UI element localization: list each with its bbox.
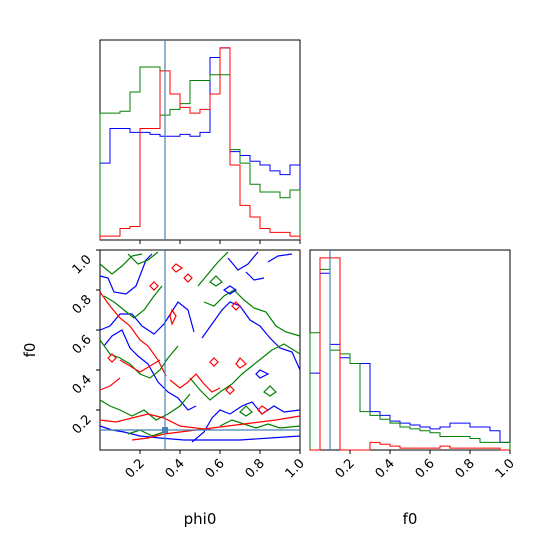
contour-2-0 <box>99 291 167 377</box>
contour-1-0 <box>99 253 143 275</box>
contour-1-8 <box>219 419 301 429</box>
truth-markers <box>100 40 331 450</box>
phi0-hist-series-0 <box>99 47 301 240</box>
f0-x-tick-label: 0.4 <box>373 456 398 481</box>
contour-1-4 <box>197 251 229 287</box>
contour-0-6 <box>245 271 265 281</box>
contour-loop-2 <box>169 308 177 326</box>
axis-ticks: 0.2 0.2 0.4 0.4 0.6 0.6 0.8 0.8 1.0 1.0 0.2 0.4 0.6 0… <box>70 240 518 481</box>
x-axis-label-f0: f0 <box>403 510 418 528</box>
joint-x-tick-label: 0.8 <box>243 456 268 481</box>
joint-x-tick-label: 0.4 <box>163 456 188 481</box>
joint-y-tick-label: 0.6 <box>70 332 95 357</box>
contour-loop-7 <box>257 405 270 415</box>
panel-phi0-marginal-frame <box>99 39 301 241</box>
f0-x-tick-label: 0.2 <box>333 456 358 481</box>
contour-loop-4 <box>209 357 219 367</box>
f0-x-tick-label: 1.0 <box>493 456 518 481</box>
x-axis-label-phi0: phi0 <box>184 510 217 528</box>
contour-loop-0 <box>171 263 184 273</box>
contour-2-2 <box>169 373 221 393</box>
joint-y-tick-label: 0.4 <box>70 372 95 397</box>
contour-0-8 <box>99 425 301 441</box>
contour-1-6 <box>189 343 301 401</box>
contour-1-7 <box>99 393 191 421</box>
joint-y-tick-label: 0.2 <box>70 412 95 437</box>
phi0-histograms <box>99 47 301 240</box>
contour-2-4 <box>99 413 213 431</box>
contour-2-5 <box>131 415 301 441</box>
contour-1-9 <box>127 429 165 437</box>
contour-0-2 <box>103 329 197 411</box>
contour-loop-13 <box>209 275 223 287</box>
contour-loop-10 <box>255 369 270 379</box>
joint-x-tick-label: 0.6 <box>203 456 228 481</box>
f0-x-tick-label: 0.6 <box>413 456 438 481</box>
contour-loop-12 <box>239 405 253 417</box>
contour-2-3 <box>99 377 121 391</box>
f0-hist-series-2 <box>310 257 510 451</box>
contour-2-1 <box>119 359 161 373</box>
contour-0-5 <box>267 253 293 263</box>
truth-point <box>162 427 168 433</box>
contour-0-1 <box>99 301 195 335</box>
contour-loop-5 <box>235 357 247 369</box>
contour-1-1 <box>103 285 163 319</box>
contour-0-0 <box>99 253 153 295</box>
contour-1-5 <box>203 289 301 337</box>
joint-x-tick-label: 0.2 <box>123 456 148 481</box>
contour-loop-6 <box>225 385 235 395</box>
contour-0-4 <box>227 251 259 271</box>
f0-histograms <box>309 257 511 451</box>
phi0-hist-series-1 <box>99 66 301 240</box>
panel-joint-frame <box>99 249 301 451</box>
phi0-hist-series-2 <box>99 47 301 240</box>
y-axis-label-f0: f0 <box>21 343 39 358</box>
contour-loop-8 <box>107 353 117 363</box>
f0-x-tick-label: 0.8 <box>453 456 478 481</box>
contour-loop-14 <box>263 385 277 397</box>
contour-loop-1 <box>183 273 193 283</box>
contour-1-2 <box>99 339 179 379</box>
joint-y-tick-label: 0.8 <box>70 292 95 317</box>
joint-y-tick-label: 1.0 <box>70 252 95 277</box>
contour-0-7 <box>191 401 301 443</box>
contour-loop-3 <box>231 301 241 311</box>
contour-0-3 <box>201 301 301 371</box>
joint-contours <box>99 251 301 443</box>
joint-x-tick-label: 1.0 <box>283 456 308 481</box>
contour-loop-11 <box>222 285 238 295</box>
contour-loop-9 <box>149 281 159 291</box>
contour-1-3 <box>127 251 159 265</box>
